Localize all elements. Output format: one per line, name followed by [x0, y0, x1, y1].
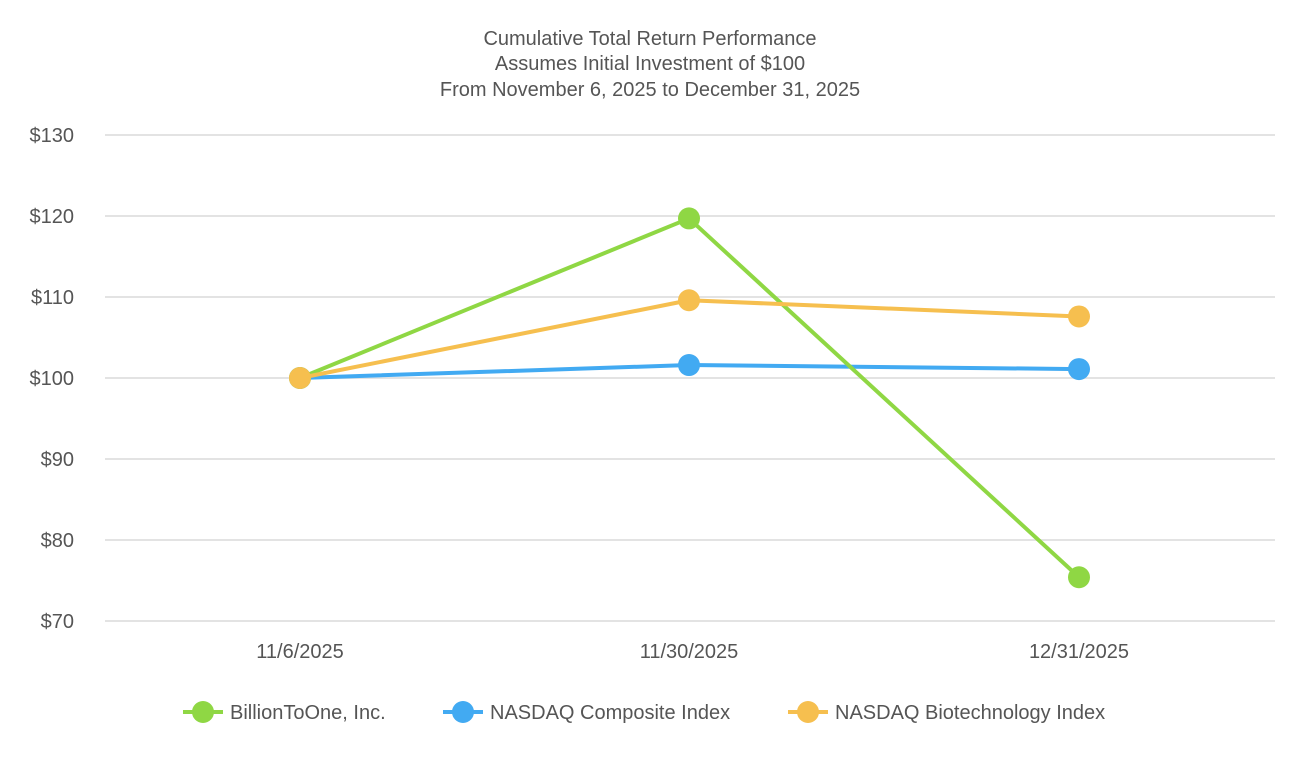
series-lines — [289, 207, 1090, 589]
y-tick-label: $100 — [30, 368, 75, 390]
data-point-nasdaq-composite-index — [678, 354, 700, 377]
data-point-nasdaq-biotechnology-index — [289, 367, 311, 389]
legend-label: BillionToOne, Inc. — [230, 702, 386, 724]
legend-swatch-marker — [452, 701, 474, 723]
x-tick-label: 11/6/2025 — [256, 641, 344, 663]
x-axis-tick-labels: 11/6/2025 11/30/2025 12/31/2025 — [256, 641, 1129, 663]
data-point-billiontoone-inc — [1068, 566, 1090, 589]
data-point-nasdaq-biotechnology-index — [678, 289, 700, 312]
x-tick-label: 12/31/2025 — [1029, 641, 1129, 663]
legend-label: NASDAQ Biotechnology Index — [835, 702, 1105, 724]
y-tick-label: $90 — [41, 449, 74, 471]
series-billiontoone-inc — [289, 207, 1090, 589]
legend-swatch-marker — [797, 701, 819, 723]
chart-title-line-1: Cumulative Total Return Performance — [483, 28, 816, 50]
y-tick-label: $70 — [41, 611, 74, 633]
y-tick-label: $110 — [31, 287, 74, 309]
series-nasdaq-composite-index — [289, 354, 1090, 389]
legend: BillionToOne, Inc. NASDAQ Composite Index… — [183, 701, 1105, 724]
x-tick-label: 11/30/2025 — [640, 641, 739, 663]
legend-item-billiontoone-inc: BillionToOne, Inc. — [183, 701, 386, 724]
y-tick-label: $130 — [30, 125, 75, 147]
y-tick-label: $80 — [41, 530, 74, 552]
chart-title-line-2: Assumes Initial Investment of $100 — [495, 53, 805, 75]
legend-swatch-marker — [192, 701, 214, 723]
data-point-nasdaq-composite-index — [1068, 358, 1090, 381]
legend-label: NASDAQ Composite Index — [490, 702, 730, 724]
chart-title-line-3: From November 6, 2025 to December 31, 20… — [440, 79, 860, 101]
legend-item-nasdaq-biotechnology-index: NASDAQ Biotechnology Index — [788, 701, 1105, 724]
data-point-billiontoone-inc — [678, 207, 700, 230]
data-point-nasdaq-biotechnology-index — [1068, 305, 1090, 328]
legend-item-nasdaq-composite-index: NASDAQ Composite Index — [443, 701, 730, 724]
series-line-billiontoone-inc — [298, 216, 1081, 580]
chart-title: Cumulative Total Return Performance Assu… — [440, 28, 860, 101]
series-nasdaq-biotechnology-index — [289, 289, 1090, 389]
y-tick-label: $120 — [30, 206, 75, 228]
y-axis-tick-labels: $70 $80 $90 $100 $110 $120 $130 — [30, 125, 75, 633]
